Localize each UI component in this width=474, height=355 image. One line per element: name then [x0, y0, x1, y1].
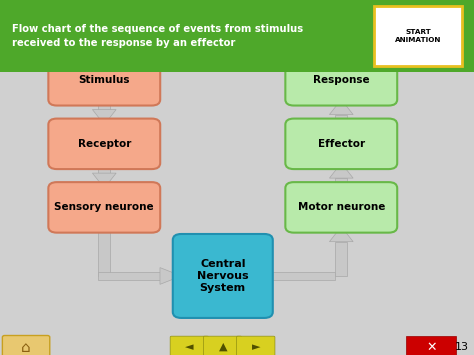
Polygon shape — [329, 99, 353, 115]
FancyBboxPatch shape — [0, 334, 474, 355]
FancyBboxPatch shape — [0, 0, 474, 72]
FancyBboxPatch shape — [173, 234, 273, 318]
Text: Receptor: Receptor — [78, 139, 131, 149]
FancyBboxPatch shape — [170, 336, 209, 355]
Text: Central
Nervous
System: Central Nervous System — [197, 260, 248, 293]
FancyBboxPatch shape — [336, 115, 347, 125]
Polygon shape — [92, 173, 116, 188]
FancyBboxPatch shape — [48, 182, 160, 233]
FancyBboxPatch shape — [98, 226, 110, 276]
Text: ►: ► — [252, 342, 260, 352]
Text: ⌂: ⌂ — [21, 339, 31, 355]
Text: START
ANIMATION: START ANIMATION — [395, 29, 441, 43]
Text: Response: Response — [313, 75, 370, 85]
FancyBboxPatch shape — [98, 272, 160, 280]
Text: Sensory neurone: Sensory neurone — [55, 202, 154, 212]
Text: Effector: Effector — [318, 139, 365, 149]
FancyBboxPatch shape — [98, 163, 110, 173]
FancyBboxPatch shape — [264, 272, 336, 280]
FancyBboxPatch shape — [237, 336, 275, 355]
Polygon shape — [160, 268, 181, 284]
Text: ✕: ✕ — [426, 340, 437, 354]
Text: 13: 13 — [455, 342, 469, 352]
FancyBboxPatch shape — [285, 55, 397, 105]
FancyBboxPatch shape — [374, 6, 462, 66]
Polygon shape — [329, 163, 353, 178]
FancyBboxPatch shape — [2, 335, 50, 355]
FancyBboxPatch shape — [48, 55, 160, 105]
Text: Stimulus: Stimulus — [79, 75, 130, 85]
Polygon shape — [92, 110, 116, 125]
FancyBboxPatch shape — [285, 182, 397, 233]
FancyBboxPatch shape — [285, 119, 397, 169]
Polygon shape — [329, 226, 353, 242]
FancyBboxPatch shape — [98, 99, 110, 110]
FancyBboxPatch shape — [406, 336, 456, 355]
FancyBboxPatch shape — [336, 178, 347, 188]
Text: Flow chart of the sequence of events from stimulus
received to the response by a: Flow chart of the sequence of events fro… — [12, 24, 303, 48]
FancyBboxPatch shape — [203, 336, 242, 355]
FancyBboxPatch shape — [336, 242, 347, 276]
Text: Motor neurone: Motor neurone — [298, 202, 385, 212]
Text: ▲: ▲ — [219, 342, 227, 352]
FancyBboxPatch shape — [48, 119, 160, 169]
Text: ◄: ◄ — [185, 342, 194, 352]
